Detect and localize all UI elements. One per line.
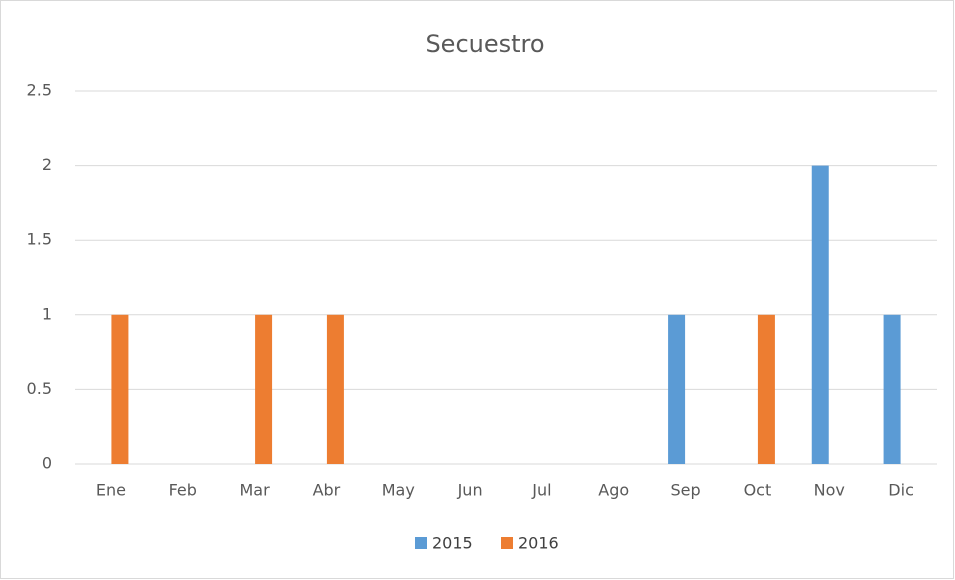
y-tick-label: 2 [42,155,52,174]
x-tick-label: Feb [169,481,197,500]
y-tick-label: 2.5 [27,81,52,100]
legend-label: 2015 [432,534,473,553]
bar [668,314,686,464]
x-tick-label: Jul [531,481,551,500]
chart-title: Secuestro [425,30,544,58]
bar [111,314,129,464]
x-tick-label: Jun [457,481,483,500]
x-tick-label: Ene [96,481,126,500]
bar [255,314,273,464]
legend-swatch [501,537,513,549]
y-tick-label: 1 [42,304,52,323]
y-tick-label: 0 [42,454,52,473]
x-tick-label: Abr [313,481,341,500]
x-tick-label: May [382,481,415,500]
legend-swatch [415,537,427,549]
x-tick-label: Ago [598,481,629,500]
x-tick-label: Nov [814,481,845,500]
x-tick-label: Dic [888,481,914,500]
bar [811,165,829,464]
bar [326,314,344,464]
bar [757,314,775,464]
x-tick-label: Mar [239,481,270,500]
x-tick-label: Sep [671,481,701,500]
y-tick-label: 0.5 [27,379,52,398]
bar [883,314,901,464]
legend-label: 2016 [518,534,559,553]
y-tick-label: 1.5 [27,230,52,249]
x-tick-label: Oct [744,481,772,500]
